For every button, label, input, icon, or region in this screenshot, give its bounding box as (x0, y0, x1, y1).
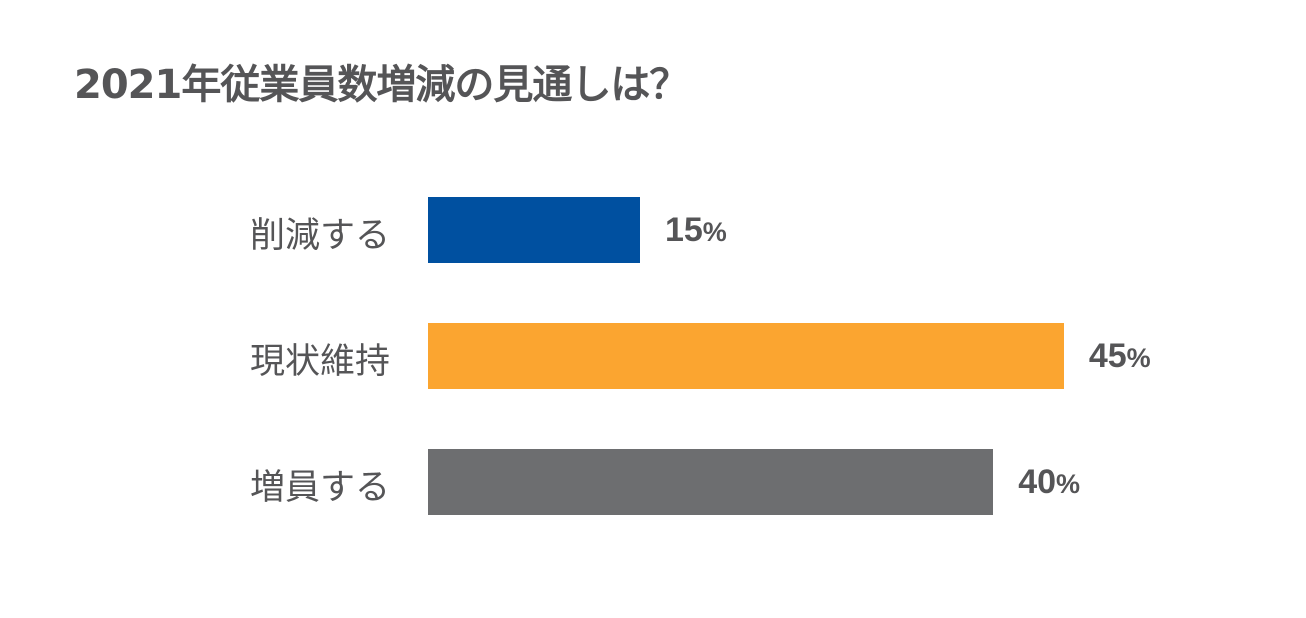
category-label: 現状維持 (249, 342, 390, 382)
bar (428, 449, 994, 515)
data-label-unit: % (702, 217, 727, 247)
category-label: 削減する (249, 216, 390, 256)
data-label: 40% (1018, 463, 1080, 502)
data-label-value: 40 (1018, 463, 1057, 501)
data-label: 15% (665, 211, 727, 250)
data-label-unit: % (1126, 343, 1151, 373)
category-label: 増員する (249, 468, 390, 508)
bar (428, 197, 640, 263)
data-label-value: 15 (664, 211, 703, 249)
data-label-unit: % (1056, 469, 1081, 499)
data-label: 45% (1089, 337, 1151, 376)
bar (428, 323, 1064, 389)
data-label-value: 45 (1088, 337, 1127, 375)
chart-title: 2021年従業員数増減の見通しは？ (74, 62, 689, 108)
